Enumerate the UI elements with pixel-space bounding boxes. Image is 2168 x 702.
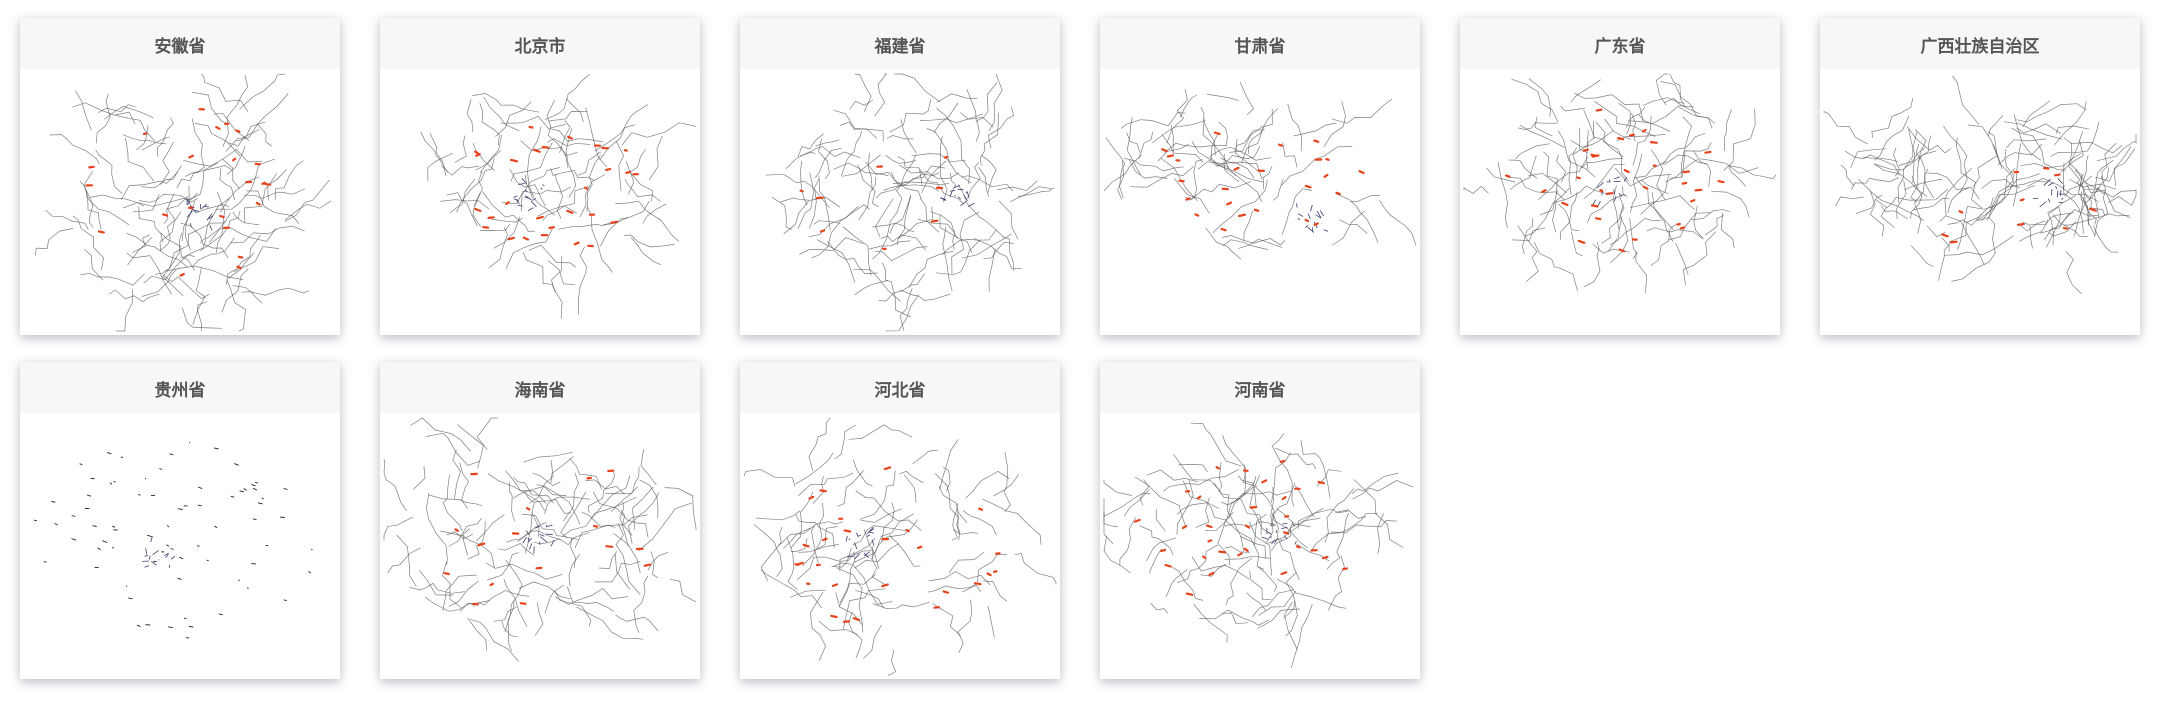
henan-river-map bbox=[1103, 422, 1414, 668]
guangdong-river-map bbox=[1463, 73, 1777, 294]
province-card-grid: 安徽省 北京市 福建省 甘肃省 广东省 广西壮族自治区 贵州省 bbox=[20, 18, 2150, 679]
hainan-river-map bbox=[383, 417, 697, 662]
river-network bbox=[33, 442, 313, 639]
province-card[interactable]: 海南省 bbox=[380, 362, 700, 679]
river-network bbox=[35, 73, 332, 332]
map-area bbox=[740, 70, 1060, 335]
map-area bbox=[20, 414, 340, 679]
river-network bbox=[1103, 422, 1414, 668]
guizhou-river-map bbox=[33, 442, 313, 639]
province-card[interactable]: 福建省 bbox=[740, 18, 1060, 335]
river-network bbox=[1463, 73, 1777, 294]
map-area bbox=[1100, 70, 1420, 335]
card-title: 甘肃省 bbox=[1100, 18, 1420, 70]
province-card[interactable]: 河南省 bbox=[1100, 362, 1420, 679]
card-title: 河南省 bbox=[1100, 362, 1420, 414]
card-title: 贵州省 bbox=[20, 362, 340, 414]
map-area bbox=[1460, 70, 1780, 335]
card-title: 广东省 bbox=[1460, 18, 1780, 70]
river-network bbox=[420, 73, 697, 319]
guangxi-river-map bbox=[1823, 75, 2137, 295]
map-area bbox=[20, 70, 340, 335]
map-area bbox=[380, 414, 700, 679]
map-area bbox=[1100, 414, 1420, 679]
card-title: 北京市 bbox=[380, 18, 700, 70]
card-title: 广西壮族自治区 bbox=[1820, 18, 2140, 70]
province-card[interactable]: 北京市 bbox=[380, 18, 700, 335]
hebei-river-map bbox=[743, 417, 1057, 676]
map-area bbox=[740, 414, 1060, 679]
anhui-river-map bbox=[35, 73, 332, 332]
province-card[interactable]: 贵州省 bbox=[20, 362, 340, 679]
river-network bbox=[765, 73, 1055, 332]
card-title: 福建省 bbox=[740, 18, 1060, 70]
province-card[interactable]: 广东省 bbox=[1460, 18, 1780, 335]
province-card[interactable]: 河北省 bbox=[740, 362, 1060, 679]
map-area bbox=[1820, 70, 2140, 335]
card-title: 河北省 bbox=[740, 362, 1060, 414]
province-card[interactable]: 广西壮族自治区 bbox=[1820, 18, 2140, 335]
river-network bbox=[1823, 75, 2137, 295]
card-title: 海南省 bbox=[380, 362, 700, 414]
card-title: 安徽省 bbox=[20, 18, 340, 70]
province-card[interactable]: 安徽省 bbox=[20, 18, 340, 335]
river-network bbox=[743, 417, 1057, 676]
fujian-river-map bbox=[765, 73, 1055, 332]
map-area bbox=[380, 70, 700, 335]
gansu-river-map bbox=[1103, 82, 1417, 260]
river-network bbox=[383, 417, 697, 662]
beijing-river-map bbox=[420, 73, 697, 319]
province-card[interactable]: 甘肃省 bbox=[1100, 18, 1420, 335]
river-network bbox=[1103, 82, 1417, 260]
